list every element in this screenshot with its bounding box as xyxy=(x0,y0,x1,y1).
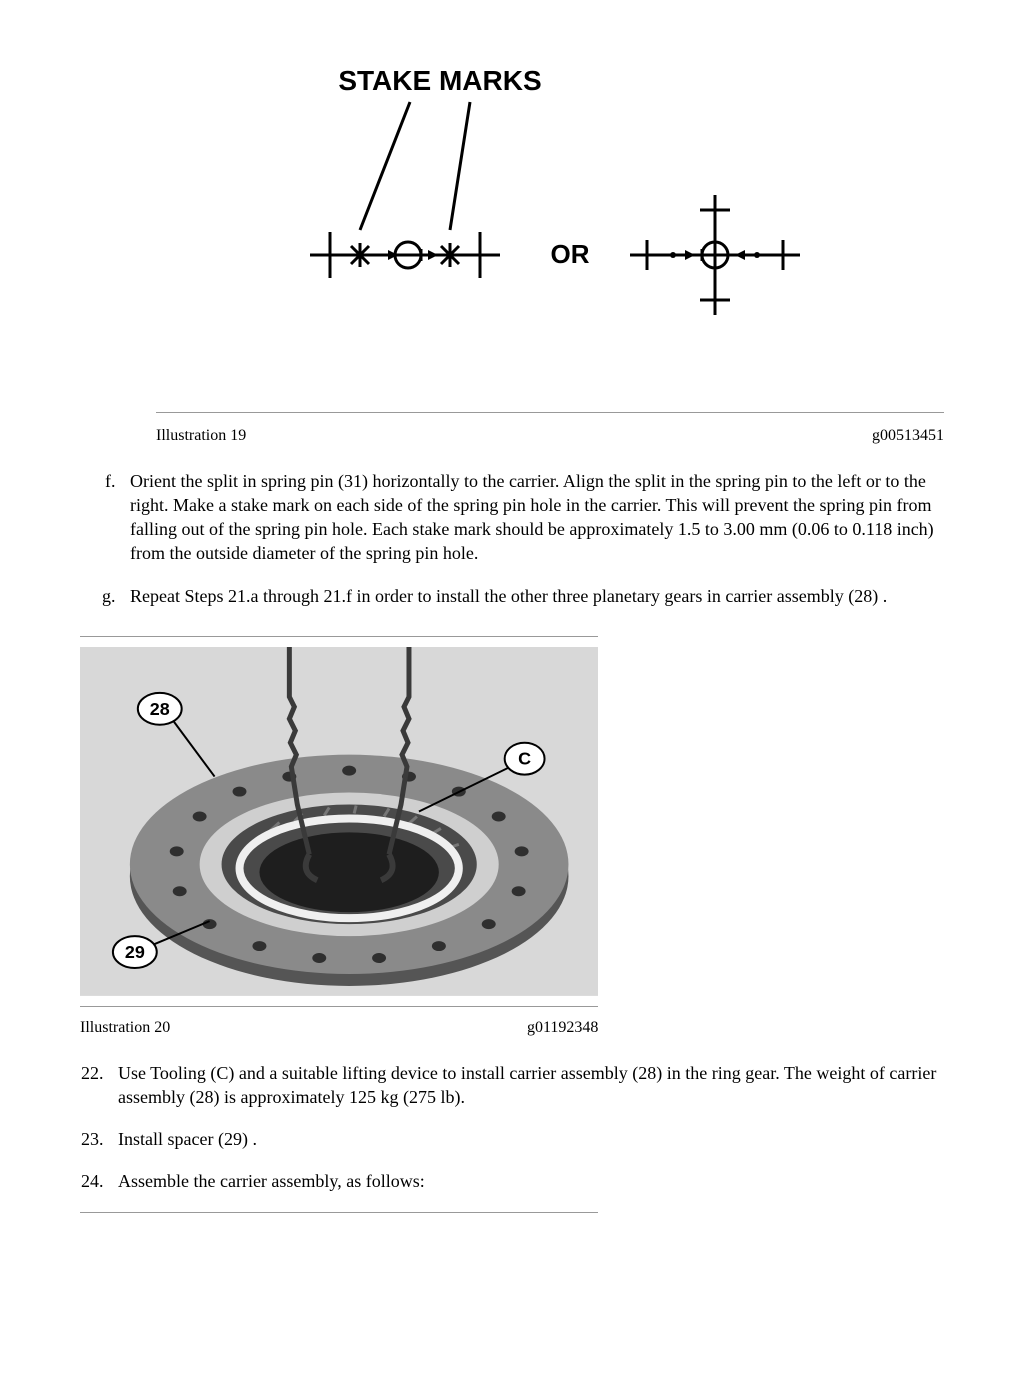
main-step-list: Use Tooling (C) and a suitable lifting d… xyxy=(80,1061,944,1194)
figure-20-caption-right: g01192348 xyxy=(527,1017,598,1039)
figure-20-bottom-rule xyxy=(80,1006,598,1007)
figure-20-caption-left: Illustration 20 xyxy=(80,1017,170,1039)
figure-19-block: STAKE MARKS xyxy=(156,60,944,447)
figure-19-caption-left: Illustration 19 xyxy=(156,425,246,447)
carrier-assembly-photo: 28 C 29 xyxy=(80,647,598,996)
figure-19-caption-right: g00513451 xyxy=(872,425,944,447)
page-content: STAKE MARKS xyxy=(80,60,944,1213)
left-symbol xyxy=(310,232,500,278)
sub-step-f-text: Orient the split in spring pin (31) hori… xyxy=(130,471,934,564)
step-23-text: Install spacer (29) . xyxy=(118,1129,257,1149)
sub-step-g: Repeat Steps 21.a through 21.f in order … xyxy=(120,584,944,608)
step-24-text: Assemble the carrier assembly, as follow… xyxy=(118,1171,425,1191)
step-24: Assemble the carrier assembly, as follow… xyxy=(108,1169,944,1193)
bottom-short-rule xyxy=(80,1212,598,1213)
figure-20-top-rule xyxy=(80,636,598,637)
step-22: Use Tooling (C) and a suitable lifting d… xyxy=(108,1061,944,1110)
sub-step-g-text: Repeat Steps 21.a through 21.f in order … xyxy=(130,586,887,606)
figure-20-caption: Illustration 20 g01192348 xyxy=(80,1017,598,1039)
stake-marks-diagram: STAKE MARKS xyxy=(280,60,820,360)
right-symbol xyxy=(630,195,800,315)
step-23: Install spacer (29) . xyxy=(108,1127,944,1151)
callout-29-text: 29 xyxy=(125,942,145,962)
stake-marks-heading: STAKE MARKS xyxy=(338,65,541,96)
step-22-text: Use Tooling (C) and a suitable lifting d… xyxy=(118,1063,936,1107)
callout-c-text: C xyxy=(518,749,531,769)
callout-28-text: 28 xyxy=(150,699,170,719)
pointer-lines xyxy=(360,102,470,230)
figure-19-rule xyxy=(156,412,944,413)
or-label: OR xyxy=(551,239,590,269)
sub-step-list: Orient the split in spring pin (31) hori… xyxy=(120,469,944,608)
figure-19-caption: Illustration 19 g00513451 xyxy=(156,425,944,447)
sub-step-f: Orient the split in spring pin (31) hori… xyxy=(120,469,944,566)
figure-20-block: 28 C 29 Illustration 20 g01192348 xyxy=(80,636,598,1039)
